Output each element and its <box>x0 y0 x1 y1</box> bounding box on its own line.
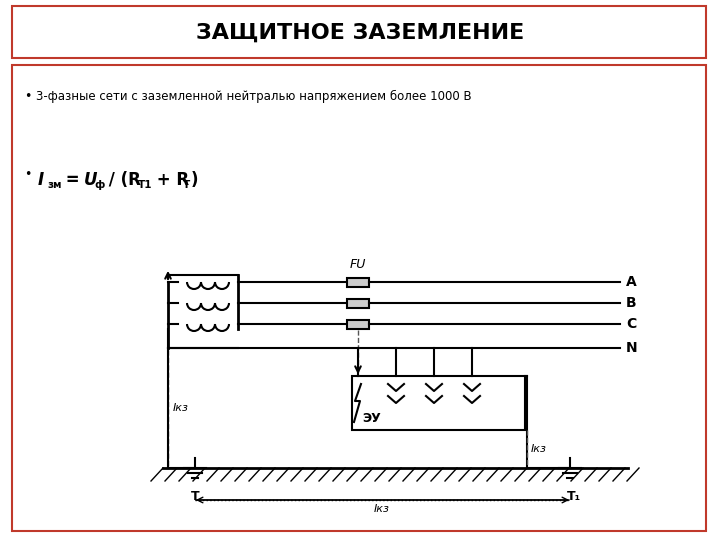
Text: B: B <box>626 296 636 310</box>
Bar <box>347 320 369 328</box>
Text: T₁: T₁ <box>567 490 581 503</box>
Bar <box>347 278 369 287</box>
Text: T: T <box>191 490 199 503</box>
Text: + R: + R <box>151 171 189 189</box>
Text: / (R: / (R <box>103 171 141 189</box>
Bar <box>352 376 525 430</box>
Text: Т: Т <box>183 180 190 190</box>
Text: U: U <box>84 171 97 189</box>
Text: ): ) <box>191 171 199 189</box>
Text: A: A <box>626 275 636 289</box>
Text: N: N <box>626 341 638 355</box>
Text: ЗАЩИТНОЕ ЗАЗЕМЛЕНИЕ: ЗАЩИТНОЕ ЗАЗЕМЛЕНИЕ <box>196 23 524 43</box>
Bar <box>12 6 706 58</box>
Text: Iкз: Iкз <box>531 444 547 454</box>
Text: зм: зм <box>47 180 61 190</box>
Text: Iкз: Iкз <box>173 403 189 413</box>
Text: •: • <box>24 168 32 181</box>
Text: C: C <box>626 317 636 331</box>
Text: =: = <box>60 171 86 189</box>
Text: FU: FU <box>350 259 366 272</box>
Bar <box>347 299 369 307</box>
Text: Iкз: Iкз <box>374 504 390 514</box>
Text: •: • <box>24 90 32 103</box>
Text: Т1: Т1 <box>138 180 153 190</box>
Text: ф: ф <box>94 180 104 190</box>
Text: 3-фазные сети с заземленной нейтралью напряжением более 1000 В: 3-фазные сети с заземленной нейтралью на… <box>36 90 472 103</box>
Bar <box>12 65 706 531</box>
Text: ЭУ: ЭУ <box>362 412 381 425</box>
Text: I: I <box>38 171 44 189</box>
